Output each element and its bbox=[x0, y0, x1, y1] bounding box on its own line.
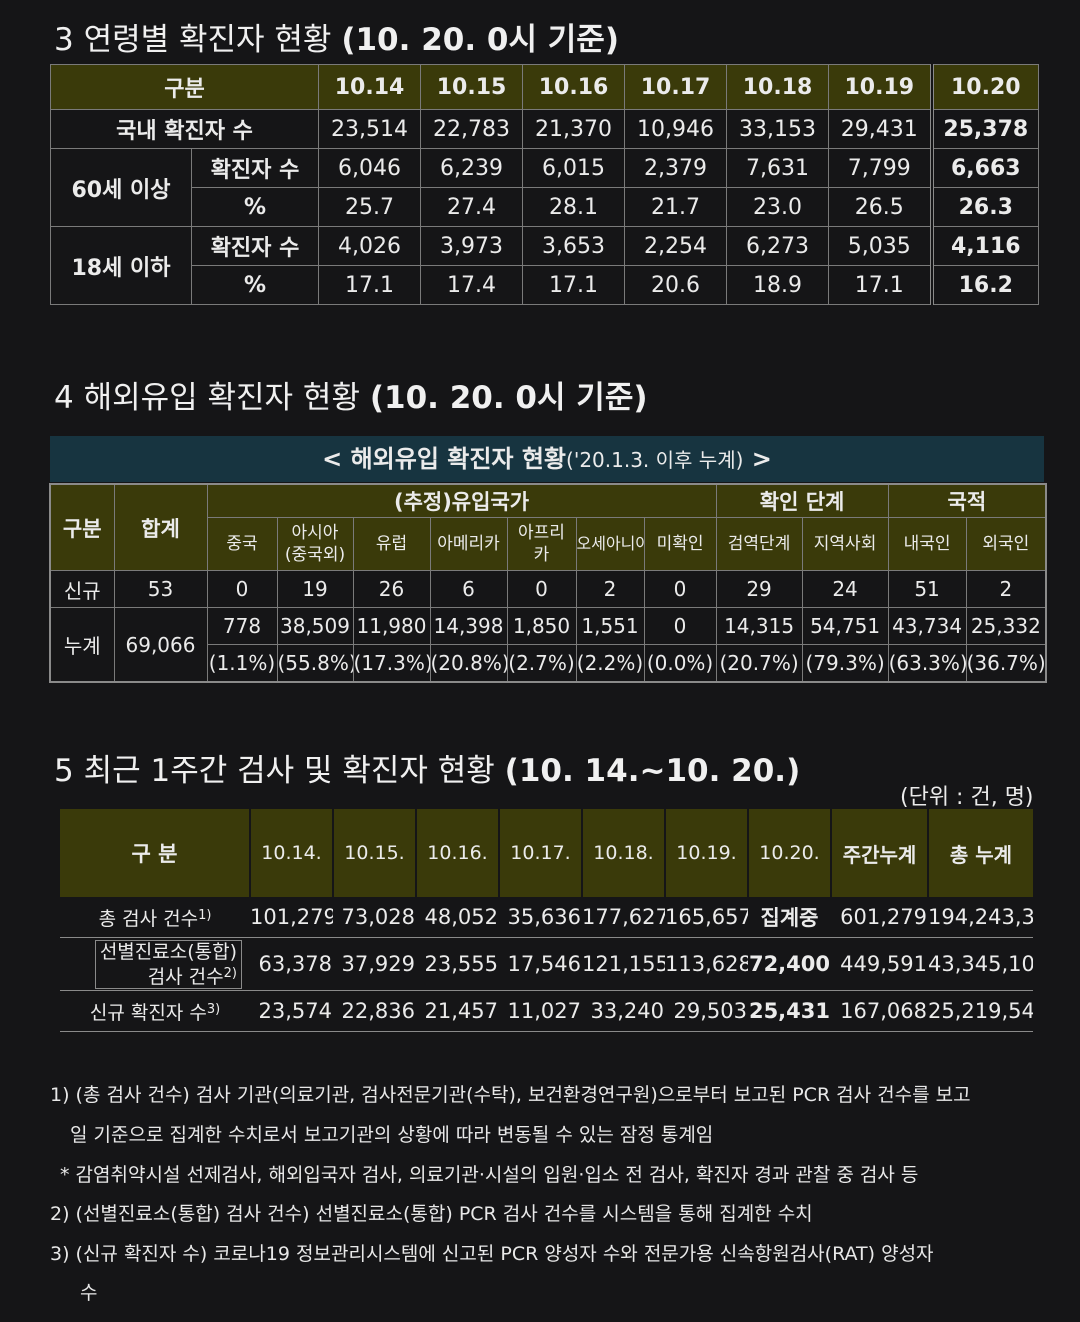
overseas-table-caption: < 해외유입 확진자 현황('20.1.3. 이후 누계) > bbox=[50, 436, 1044, 482]
section-3-title: 3 연령별 확진자 현황 (10. 20. 0시 기준) bbox=[54, 22, 619, 58]
cumulative-pct-row: (1.1%) (55.8%) (17.3%) (20.8%) (2.7%) (2… bbox=[50, 644, 1047, 683]
note-3: 3) (신규 확진자 수) 코로나19 정보관리시스템에 신고된 PCR 양성자… bbox=[50, 1243, 934, 1265]
note-1-sub: * 감염취약시설 선제검사, 해외입국자 검사, 의료기관·시설의 입원·입소 … bbox=[60, 1164, 919, 1186]
note-1-cont: 일 기준으로 집계한 수치로서 보고기관의 상황에 따라 변동될 수 있는 잠정… bbox=[70, 1124, 714, 1146]
overseas-table: 구분 합계 (추정)유입국가 확인 단계 국적 중국 아시아 (중국외) 유럽 아… bbox=[49, 483, 1048, 683]
note-1: 1) (총 검사 건수) 검사 기관(의료기관, 검사전문기관(수탁), 보건환… bbox=[50, 1084, 971, 1106]
under18-cases-row: 18세 이하 확진자 수 4,026 3,973 3,653 2,254 6,2… bbox=[50, 226, 1040, 305]
clinic-tests-row: 선별진료소(통합) 검사 건수2) 63,378 37,929 23,555 17… bbox=[60, 937, 1033, 991]
under18-pct-row: % 17.1 17.4 17.1 20.6 18.9 17.1 16.2 bbox=[51, 265, 1040, 305]
note-2: 2) (선별진료소(통합) 검사 건수) 선별진료소(통합) PCR 검사 건수… bbox=[50, 1203, 813, 1225]
weekly-test-table: 구 분 10.14. 10.15. 10.16. 10.17. 10.18. 1… bbox=[60, 809, 1033, 1032]
header-row: 구분 10.14 10.15 10.16 10.17 10.18 10.19 1… bbox=[49, 64, 1040, 110]
unit-label: (단위 : 건, 명) bbox=[900, 785, 1034, 810]
new-cases-row: 신규 확진자 수3) 23,574 22,836 21,457 11,027 3… bbox=[60, 990, 1033, 1032]
section-4-title: 4 해외유입 확진자 현황 (10. 20. 0시 기준) bbox=[54, 380, 648, 416]
section-5-title: 5 최근 1주간 검사 및 확진자 현황 (10. 14.~10. 20.) bbox=[54, 753, 801, 789]
note-3-cont: 수 bbox=[80, 1282, 98, 1304]
over60-cases-row: 60세 이상 확진자 수 6,046 6,239 6,015 2,379 7,6… bbox=[50, 148, 1040, 227]
over60-pct-row: % 25.7 27.4 28.1 21.7 23.0 26.5 26.3 bbox=[51, 187, 1040, 227]
domestic-row: 국내 확진자 수 23,514 22,783 21,370 10,946 33,… bbox=[49, 109, 1040, 149]
header-row-2: 중국 아시아 (중국외) 유럽 아메리카 아프리 카 오세아니아 미확인 검역단계 … bbox=[50, 517, 1047, 571]
age-group-table: 구분 10.14 10.15 10.16 10.17 10.18 10.19 1… bbox=[49, 64, 1040, 305]
header-row-1: 구분 합계 (추정)유입국가 확인 단계 국적 bbox=[49, 483, 1047, 571]
header-row: 구 분 10.14. 10.15. 10.16. 10.17. 10.18. 1… bbox=[60, 809, 1033, 897]
total-tests-row: 총 검사 건수1) 101,279 73,028 48,052 35,636 1… bbox=[60, 897, 1033, 938]
cumulative-row: 누계 69,066 778 38,509 11,980 14,398 1,850… bbox=[49, 607, 1047, 683]
new-row: 신규 53 0 19 26 6 0 2 0 29 24 51 2 bbox=[49, 570, 1047, 608]
